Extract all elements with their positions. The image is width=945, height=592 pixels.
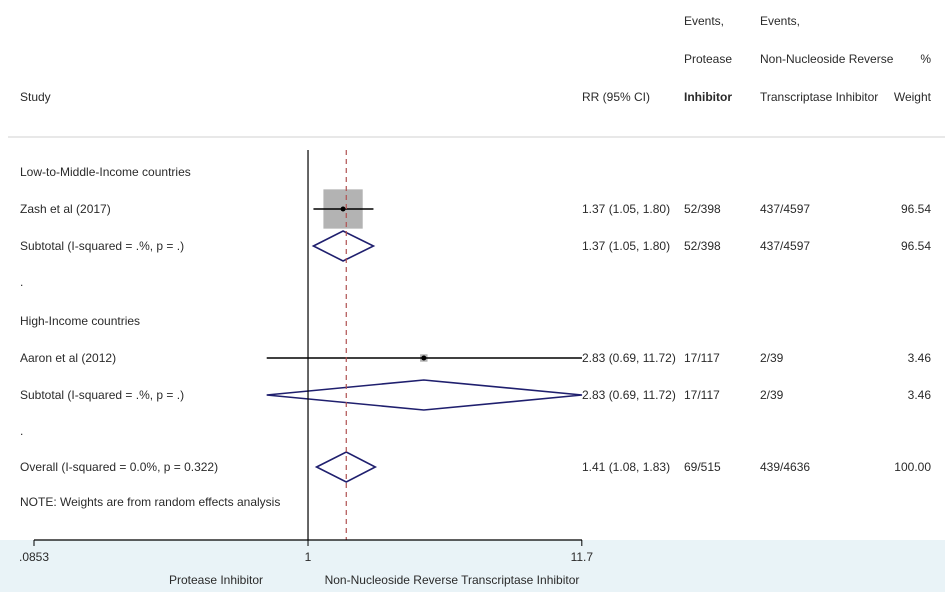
row-9-label: NOTE: Weights are from random effects an… — [20, 495, 280, 509]
header-events-nnrti-1: Events, — [760, 14, 800, 28]
row-6-rr-ci: 2.83 (0.69, 11.72) — [582, 388, 676, 402]
row-6-events-nnrti: 2/39 — [760, 388, 784, 402]
row-8-weight: 100.00 — [894, 460, 931, 474]
row-8-label: Overall (I-squared = 0.0%, p = 0.322) — [20, 460, 218, 474]
row-4-label: High-Income countries — [20, 314, 140, 328]
row-5-label: Aaron et al (2012) — [20, 351, 116, 365]
row-1-label: Zash et al (2017) — [20, 202, 111, 216]
row-1-weight: 96.54 — [901, 202, 931, 216]
row-2-rr-ci: 1.37 (1.05, 1.80) — [582, 239, 670, 253]
row-2-weight: 96.54 — [901, 239, 931, 253]
row-5-events-pi: 17/117 — [684, 351, 720, 365]
header-events-pi-3: Inhibitor — [684, 90, 732, 104]
row-1-point — [340, 206, 346, 212]
row-5-events-nnrti: 2/39 — [760, 351, 784, 365]
row-2-diamond — [311, 230, 376, 262]
row-8-events-nnrti: 439/4636 — [760, 460, 810, 474]
row-5-point — [421, 355, 427, 361]
row-3-label: . — [20, 275, 23, 289]
row-8-rr-ci: 1.41 (1.08, 1.83) — [582, 460, 670, 474]
row-5-weight: 3.46 — [908, 351, 932, 365]
header-weight-1: % — [920, 52, 931, 66]
row-0-label: Low-to-Middle-Income countries — [20, 165, 191, 179]
row-2-events-nnrti: 437/4597 — [760, 239, 810, 253]
row-5-rr-ci: 2.83 (0.69, 11.72) — [582, 351, 676, 365]
row-2-events-pi: 52/398 — [684, 239, 721, 253]
header-events-pi-1: Events, — [684, 14, 724, 28]
row-2-label: Subtotal (I-squared = .%, p = .) — [20, 239, 184, 253]
row-6-diamond — [266, 379, 583, 411]
header-events-nnrti-3: Transcriptase Inhibitor — [760, 90, 878, 104]
x-tick-label-0: .0853 — [19, 550, 49, 564]
header-weight-2: Weight — [894, 90, 932, 104]
x-tick-label-2: 11.7 — [571, 550, 594, 564]
row-6-weight: 3.46 — [908, 388, 932, 402]
row-8-diamond — [314, 451, 378, 483]
header-events-nnrti-2: Non-Nucleoside Reverse — [760, 52, 894, 66]
row-6-label: Subtotal (I-squared = .%, p = .) — [20, 388, 184, 402]
header-events-pi-2: Protease — [684, 52, 732, 66]
header-rr: RR (95% CI) — [582, 90, 650, 104]
row-7-label: . — [20, 424, 23, 438]
x-axis-left-label: Protease Inhibitor — [169, 573, 263, 587]
row-6-events-pi: 17/117 — [684, 388, 720, 402]
x-axis-right-label: Non-Nucleoside Reverse Transcriptase Inh… — [325, 573, 580, 587]
row-8-events-pi: 69/515 — [684, 460, 721, 474]
row-1-events-pi: 52/398 — [684, 202, 721, 216]
row-1-events-nnrti: 437/4597 — [760, 202, 810, 216]
row-1-rr-ci: 1.37 (1.05, 1.80) — [582, 202, 670, 216]
x-tick-label-1: 1 — [305, 550, 312, 564]
axis-band — [0, 540, 945, 592]
header-study: Study — [20, 90, 51, 104]
